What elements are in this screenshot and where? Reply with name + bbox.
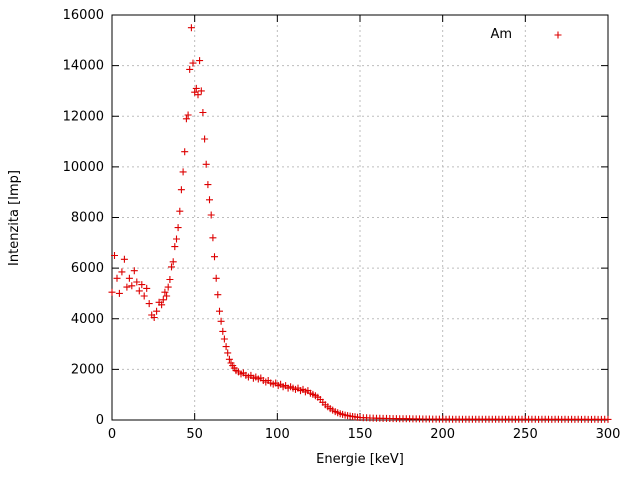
svg-text:8000: 8000: [71, 211, 104, 226]
svg-text:150: 150: [348, 427, 373, 442]
x-axis-title: Energie [keV]: [316, 452, 404, 467]
svg-text:100: 100: [265, 427, 290, 442]
legend-label: Am: [490, 27, 512, 42]
svg-text:50: 50: [186, 427, 203, 442]
svg-text:0: 0: [96, 413, 104, 428]
svg-text:250: 250: [513, 427, 538, 442]
svg-text:2000: 2000: [71, 362, 104, 377]
svg-text:12000: 12000: [63, 109, 104, 124]
y-axis-title: Intenzita [Imp]: [7, 170, 22, 266]
svg-text:6000: 6000: [71, 261, 104, 276]
svg-text:4000: 4000: [71, 312, 104, 327]
svg-text:16000: 16000: [63, 8, 104, 23]
svg-text:0: 0: [108, 427, 116, 442]
svg-text:300: 300: [596, 427, 621, 442]
svg-text:10000: 10000: [63, 160, 104, 175]
svg-text:200: 200: [430, 427, 455, 442]
svg-text:14000: 14000: [63, 59, 104, 74]
